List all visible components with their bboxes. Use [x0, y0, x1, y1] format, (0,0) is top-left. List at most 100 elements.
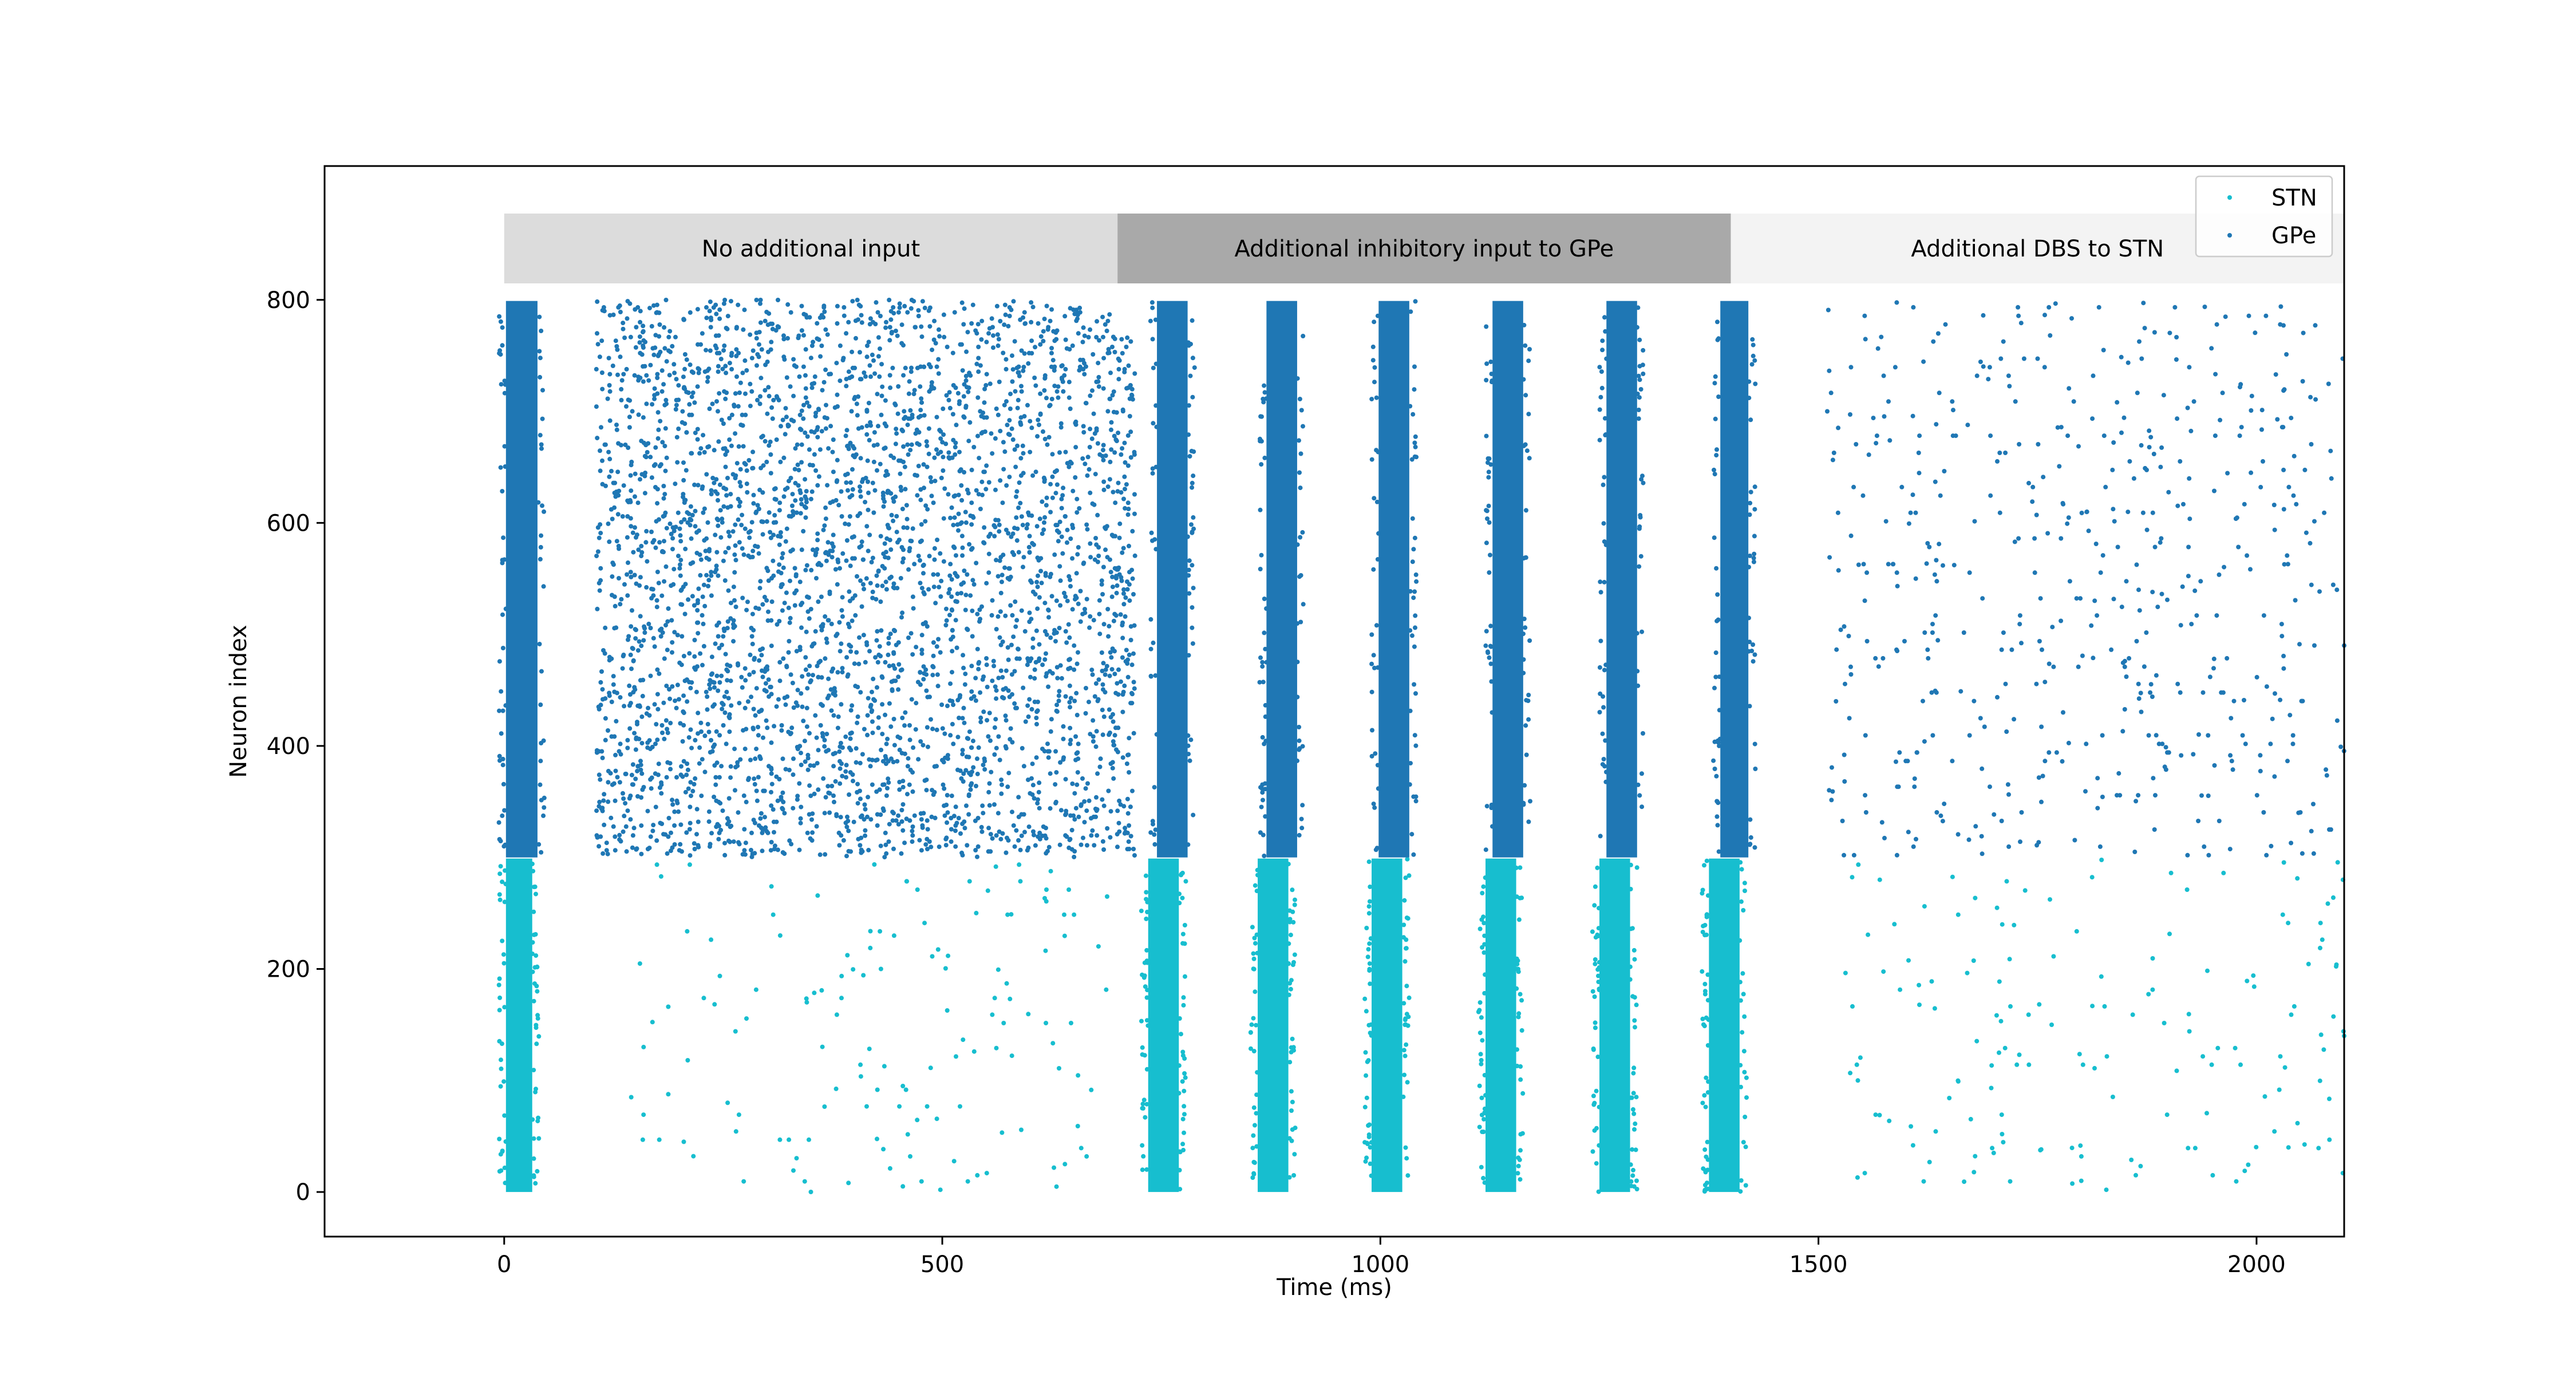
- spike-point: [1484, 378, 1489, 382]
- spike-point: [858, 788, 862, 793]
- spike-point: [1704, 1154, 1709, 1159]
- spike-point: [669, 618, 674, 623]
- spike-point: [1363, 1050, 1368, 1055]
- spike-point: [883, 398, 888, 403]
- spike-point: [501, 952, 506, 957]
- spike-point: [1068, 725, 1073, 731]
- spike-point: [633, 776, 638, 781]
- spike-point: [686, 786, 691, 791]
- spike-point: [994, 688, 999, 693]
- spike-point: [659, 593, 665, 598]
- spike-point: [819, 594, 824, 599]
- spike-point: [794, 510, 799, 515]
- spike-point: [1014, 828, 1019, 833]
- spike-point: [899, 341, 904, 346]
- spike-point: [1078, 1146, 1084, 1151]
- spike-point: [854, 746, 859, 751]
- spike-point: [827, 810, 832, 815]
- spike-point: [883, 842, 888, 847]
- spike-point: [1108, 396, 1113, 401]
- spike-point: [1001, 350, 1006, 356]
- spike-point: [1003, 713, 1008, 718]
- spike-point: [534, 1041, 539, 1047]
- spike-point: [701, 996, 706, 1001]
- spike-point: [1748, 817, 1753, 822]
- spike-point: [847, 642, 852, 647]
- spike-point: [952, 515, 957, 520]
- spike-point: [534, 953, 539, 958]
- spike-point: [685, 761, 690, 766]
- spike-point: [1289, 1089, 1294, 1094]
- spike-point: [963, 768, 969, 773]
- spike-point: [1106, 634, 1111, 639]
- spike-point: [1048, 571, 1053, 577]
- spike-point: [1951, 563, 1957, 568]
- spike-point: [869, 559, 874, 564]
- spike-point: [1600, 348, 1605, 353]
- spike-point: [1369, 661, 1374, 666]
- spike-point: [848, 440, 853, 445]
- spike-point: [1122, 440, 1127, 445]
- spike-point: [1044, 1021, 1049, 1025]
- spike-point: [918, 498, 923, 503]
- spike-point: [836, 503, 841, 508]
- spike-point: [717, 733, 722, 738]
- spike-point: [1120, 709, 1125, 714]
- spike-point: [870, 480, 875, 485]
- spike-point: [935, 947, 941, 952]
- spike-point: [743, 840, 748, 846]
- spike-point: [1741, 992, 1746, 997]
- spike-point: [955, 697, 961, 702]
- spike-point: [883, 712, 888, 717]
- spike-point: [804, 996, 809, 1001]
- spike-point: [1073, 475, 1078, 480]
- spike-point: [976, 356, 981, 361]
- spike-point: [878, 346, 882, 352]
- spike-point: [939, 475, 944, 480]
- spike-point: [1408, 309, 1413, 314]
- spike-point: [1482, 933, 1487, 938]
- spike-point: [970, 634, 975, 639]
- spike-point: [1637, 395, 1642, 400]
- spike-point: [822, 523, 827, 528]
- spike-point: [597, 588, 602, 593]
- spike-point: [1597, 437, 1602, 443]
- spike-point: [1598, 394, 1603, 400]
- spike-point: [867, 532, 872, 538]
- spike-point: [891, 518, 896, 523]
- spike-point: [714, 350, 720, 356]
- spike-point: [1070, 523, 1075, 528]
- spike-point: [777, 933, 783, 938]
- spike-point: [1263, 702, 1268, 708]
- spike-point: [1144, 890, 1149, 895]
- spike-point: [1019, 608, 1024, 613]
- spike-point: [907, 379, 912, 384]
- spike-point: [976, 661, 981, 666]
- spike-point: [1715, 319, 1720, 325]
- spike-point: [2234, 1179, 2239, 1184]
- spike-point: [673, 334, 678, 339]
- spike-point: [653, 462, 658, 467]
- spike-point: [1741, 1049, 1747, 1054]
- spike-point: [497, 708, 501, 713]
- spike-point: [1298, 535, 1303, 540]
- spike-point: [1148, 617, 1153, 622]
- spike-point: [1042, 436, 1048, 441]
- spike-point: [704, 315, 709, 321]
- spike-point: [1093, 744, 1099, 749]
- spike-point: [889, 679, 894, 684]
- spike-point: [538, 544, 543, 550]
- spike-point: [755, 503, 760, 508]
- spike-point: [2038, 1147, 2044, 1152]
- spike-point: [1249, 1022, 1254, 1027]
- spike-point: [1001, 687, 1006, 692]
- spike-point: [1186, 432, 1191, 437]
- spike-point: [659, 780, 664, 785]
- spike-point: [852, 394, 858, 400]
- spike-point: [702, 603, 708, 609]
- spike-point: [766, 609, 771, 614]
- spike-point: [1084, 686, 1088, 690]
- spike-point: [1180, 941, 1186, 946]
- spike-point: [1592, 994, 1597, 999]
- spike-point: [996, 734, 1001, 739]
